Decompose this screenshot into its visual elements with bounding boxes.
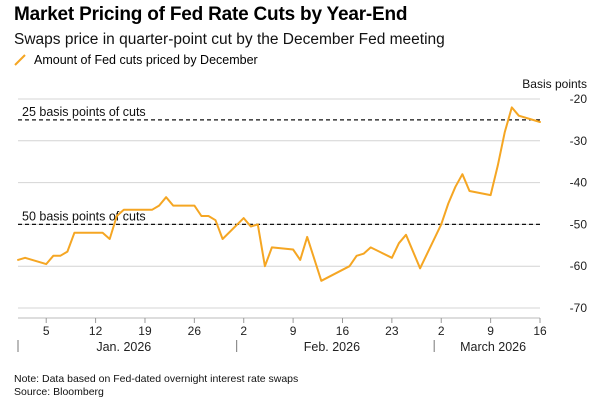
y-axis-label: Basis points (522, 77, 587, 91)
y-tick-label: -20 (570, 92, 588, 106)
x-tick-label: 5 (43, 324, 50, 338)
footer-source: Source: Bloomberg (14, 385, 104, 398)
x-tick-label: 9 (487, 324, 494, 338)
y-tick-label: -70 (570, 301, 588, 315)
y-tick-label: -50 (570, 217, 588, 231)
chart-subtitle: Swaps price in quarter-point cut by the … (14, 31, 445, 48)
y-tick-label: -40 (570, 176, 588, 190)
legend-label: Amount of Fed cuts priced by December (34, 53, 258, 67)
chart-footer: Note: Data based on Fed-dated overnight … (14, 373, 298, 398)
chart-title: Market Pricing of Fed Rate Cuts by Year-… (14, 4, 408, 25)
x-tick-label: 26 (188, 324, 202, 338)
series-line (17, 106, 541, 282)
legend: Amount of Fed cuts priced by December (14, 53, 258, 67)
y-tick-label: -30 (570, 134, 588, 148)
x-month-label: Jan. 2026 (96, 340, 151, 354)
x-tick-label: 16 (336, 324, 350, 338)
x-tick-label: 2 (240, 324, 247, 338)
footer-note: Note: Data based on Fed-dated overnight … (14, 373, 299, 385)
reference-line-label: 50 basis points of cuts (22, 209, 146, 223)
reference-line-label: 25 basis points of cuts (22, 105, 146, 119)
x-tick-label: 16 (533, 324, 547, 338)
x-month-label: March 2026 (460, 340, 526, 354)
y-tick-label: -60 (570, 259, 588, 273)
x-tick-label: 19 (138, 324, 152, 338)
legend-swatch (14, 54, 26, 66)
x-tick-label: 23 (385, 324, 399, 338)
x-tick-label: 2 (438, 324, 445, 338)
x-tick-label: 9 (290, 324, 297, 338)
x-month-label: Feb. 2026 (304, 340, 360, 354)
x-tick-label: 12 (89, 324, 103, 338)
